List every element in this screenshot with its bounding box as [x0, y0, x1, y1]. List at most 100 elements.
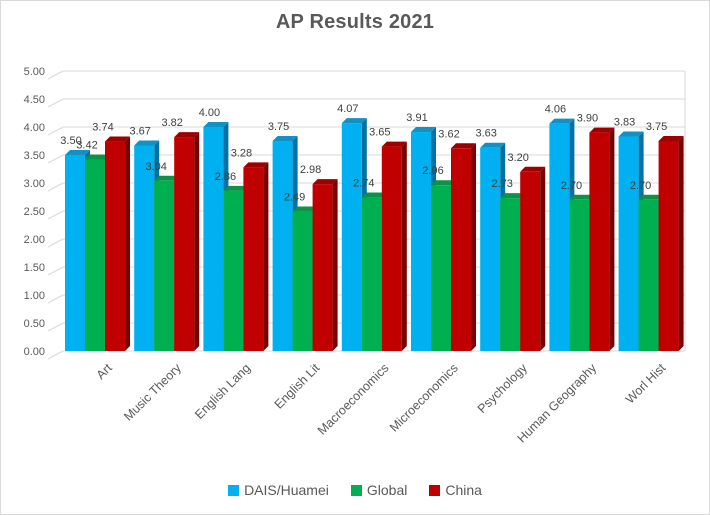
bar-china-art — [105, 141, 125, 351]
x-axis-category-label: Worl Hist — [623, 361, 669, 407]
data-label: 3.91 — [406, 112, 427, 124]
data-label: 3.74 — [92, 122, 113, 134]
bar-global-worl-hist-top-face — [638, 194, 664, 200]
bar-china-psychology-top-face — [520, 166, 546, 172]
data-label: 3.82 — [161, 117, 182, 129]
y-axis-tick-label: 2.00 — [24, 234, 45, 246]
bar-global-macroeconomics — [361, 197, 382, 351]
bar-global-art — [85, 159, 105, 351]
gridline-depth-tail — [47, 210, 64, 220]
x-axis-category-label: Art — [94, 361, 116, 383]
bar-china-microeconomics-side-face — [471, 143, 476, 351]
y-axis-tick-label: 0.50 — [24, 318, 45, 330]
bar-china-english-lang-side-face — [263, 162, 269, 351]
bar-china-macroeconomics-side-face — [401, 141, 407, 351]
bar-china-english-lang-top-face — [243, 162, 269, 168]
bar-global-microeconomics-top-face — [431, 180, 456, 186]
bar-china-human-geography-side-face — [609, 127, 615, 351]
bar-dais-huamei-macroeconomics-top-face — [341, 118, 367, 124]
gridline-depth-tail — [47, 70, 64, 80]
legend-item-dais-huamei: DAIS/Huamei — [228, 482, 329, 498]
bar-china-art-side-face — [125, 136, 130, 351]
bar-dais-huamei-worl-hist-top-face — [618, 131, 644, 137]
data-label: 4.06 — [545, 104, 566, 116]
data-label: 3.62 — [438, 128, 459, 140]
bar-global-english-lang-top-face — [223, 185, 249, 191]
data-label: 3.90 — [577, 113, 598, 125]
bar-global-psychology-top-face — [500, 193, 526, 199]
gridline-depth-tail — [47, 294, 64, 304]
data-label: 2.98 — [300, 164, 321, 176]
bar-global-english-lit-top-face — [292, 206, 318, 212]
data-label: 3.04 — [145, 161, 166, 173]
bar-dais-huamei-english-lang — [203, 127, 224, 351]
bar-china-music-theory-top-face — [174, 132, 200, 138]
bar-china-english-lit-side-face — [332, 179, 338, 351]
y-axis-tick-label: 2.50 — [24, 206, 45, 218]
bar-global-human-geography-top-face — [569, 194, 595, 200]
bar-china-worl-hist-top-face — [658, 136, 684, 141]
bar-dais-huamei-english-lit-top-face — [272, 136, 298, 141]
bar-china-music-theory — [174, 137, 195, 351]
data-label: 2.70 — [561, 180, 582, 192]
bar-dais-huamei-psychology — [480, 147, 501, 351]
y-axis-tick-label: 4.50 — [24, 94, 45, 106]
bar-global-psychology — [500, 198, 521, 351]
gridline-depth-tail — [47, 154, 64, 164]
y-axis-tick-label: 5.00 — [24, 66, 45, 78]
bar-dais-huamei-human-geography-top-face — [549, 118, 575, 124]
gridline-depth-tail — [47, 98, 64, 108]
x-axis-category-label: Music Theory — [121, 360, 184, 423]
data-label: 3.20 — [507, 152, 528, 164]
bar-dais-huamei-macroeconomics — [341, 123, 362, 351]
data-label: 2.96 — [422, 165, 443, 177]
bar-dais-huamei-art-top-face — [65, 150, 90, 155]
chart-title: AP Results 2021 — [275, 11, 435, 33]
bar-dais-huamei-art — [65, 155, 85, 351]
bar-dais-huamei-music-theory — [134, 145, 155, 351]
gridline-depth-tail — [47, 126, 64, 136]
data-label: 4.07 — [337, 103, 358, 115]
data-label: 2.74 — [353, 178, 374, 190]
bar-china-english-lang — [243, 167, 264, 351]
gridline-depth-tail — [47, 350, 64, 360]
bar-china-microeconomics — [451, 148, 471, 351]
bar-global-microeconomics — [431, 185, 451, 351]
y-axis-tick-label: 1.50 — [24, 262, 45, 274]
x-axis-category-label: Microeconomics — [387, 361, 461, 435]
y-axis-tick-label: 3.50 — [24, 150, 45, 162]
bar-china-worl-hist-side-face — [678, 136, 684, 351]
legend-swatch — [350, 484, 362, 496]
data-label: 2.70 — [630, 180, 651, 192]
data-label: 3.67 — [129, 125, 150, 137]
bar-global-art-top-face — [85, 154, 110, 160]
legend-swatch — [429, 484, 441, 496]
bar-dais-huamei-english-lang-top-face — [203, 122, 229, 127]
data-label: 2.49 — [284, 192, 305, 204]
data-label: 3.65 — [369, 127, 390, 139]
y-axis-tick-label: 0.00 — [24, 346, 45, 358]
data-label: 2.73 — [491, 178, 512, 190]
bar-dais-huamei-english-lit — [272, 141, 293, 351]
chart-legend: DAIS/Huamei Global China — [1, 482, 709, 498]
legend-label: DAIS/Huamei — [244, 482, 329, 498]
bar-dais-huamei-human-geography — [549, 123, 570, 351]
data-label: 3.75 — [268, 121, 289, 133]
data-label: 4.00 — [199, 107, 220, 119]
data-label: 3.50 — [60, 135, 81, 147]
legend-item-china: China — [429, 482, 482, 498]
bar-global-human-geography — [569, 199, 590, 351]
data-label: 2.86 — [215, 171, 236, 183]
gridline-depth-tail — [47, 182, 64, 192]
legend-label: Global — [366, 482, 408, 498]
x-axis-category-label: English Lit — [272, 361, 323, 412]
gridline-depth-tail — [47, 322, 64, 332]
bar-global-music-theory — [154, 180, 175, 351]
gridline-depth-tail — [47, 238, 64, 248]
x-axis-category-label: Psychology — [475, 360, 531, 416]
y-axis-tick-label: 3.00 — [24, 178, 45, 190]
bar-dais-huamei-psychology-top-face — [480, 142, 506, 148]
bar-china-macroeconomics — [381, 146, 402, 351]
